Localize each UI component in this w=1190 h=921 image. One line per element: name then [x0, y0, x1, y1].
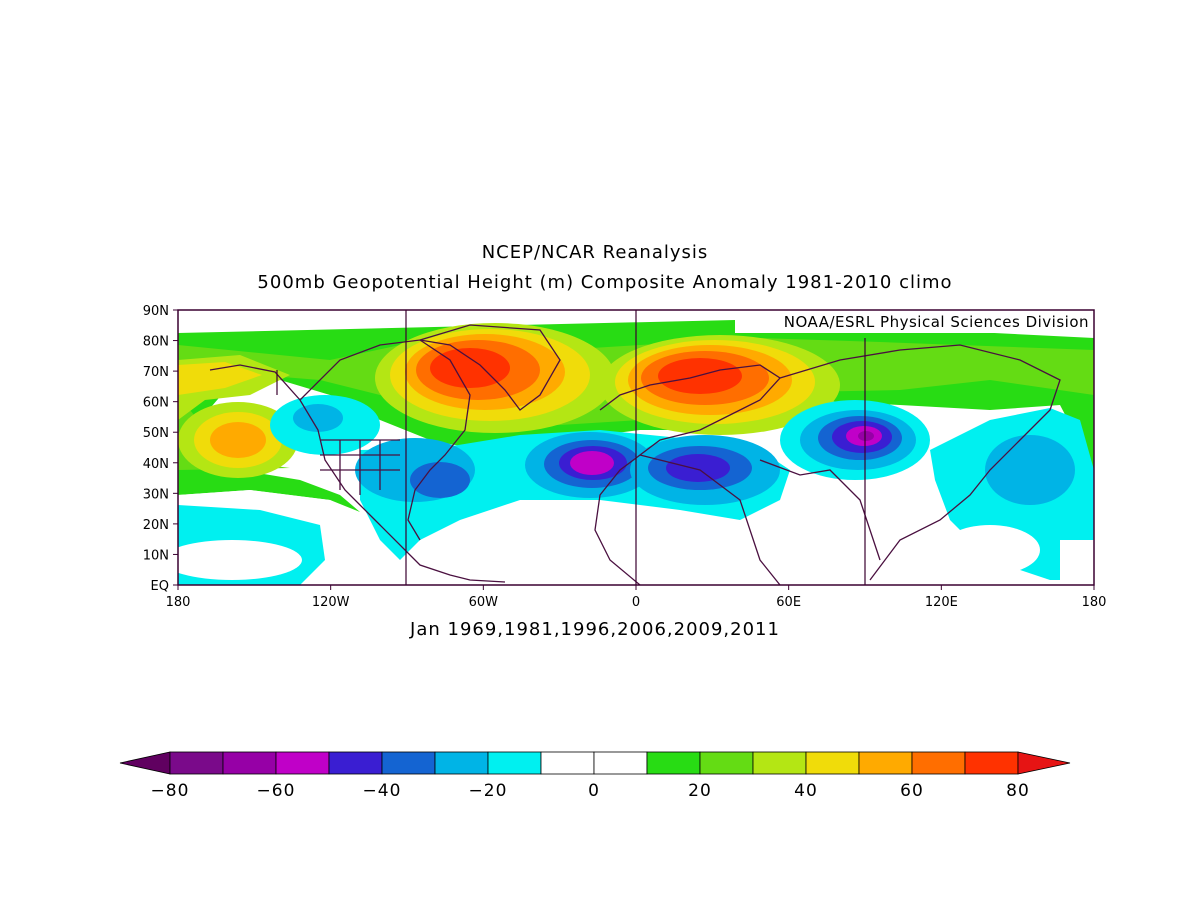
colorbar-box: [646, 751, 701, 775]
colorbar-box: [328, 751, 383, 775]
colorbar-box: [964, 751, 1019, 775]
x-tick-label: 180: [1082, 595, 1107, 610]
coastlines: [209, 324, 1061, 585]
y-tick-label: 10N: [143, 548, 169, 563]
colorbar-label: −20: [469, 781, 508, 801]
colorbar-max-arrow: [1017, 751, 1071, 775]
colorbar-label: 60: [900, 781, 924, 801]
y-tick-label: 50N: [143, 426, 169, 441]
chart-title: NCEP/NCAR Reanalysis: [481, 242, 709, 263]
colorbar-min-arrow: [119, 751, 171, 775]
y-tick-label: 60N: [143, 396, 169, 411]
reference-lines: [276, 310, 866, 585]
y-tick-label: 90N: [143, 304, 169, 319]
colorbar-box: [169, 751, 224, 775]
colorbar-labels: −80 −60 −40 −20 0 20 40 60 80: [151, 781, 1030, 801]
colorbar-box: [593, 751, 648, 775]
colorbar-label: 80: [1006, 781, 1030, 801]
colorbar-box: [752, 751, 807, 775]
x-axis: 180 120W 60W 0 60E 120E 180: [166, 585, 1107, 610]
y-tick-label: 40N: [143, 457, 169, 472]
colorbar-label: −40: [363, 781, 402, 801]
date-caption: Jan 1969,1981,1996,2006,2009,2011: [410, 619, 780, 640]
y-tick-label: 80N: [143, 335, 169, 350]
colorbar-box: [434, 751, 489, 775]
colorbar-box: [275, 751, 330, 775]
y-tick-label: EQ: [151, 579, 169, 594]
colorbar-box: [911, 751, 966, 775]
y-tick-label: 30N: [143, 487, 169, 502]
x-tick-label: 0: [632, 595, 640, 610]
colorbar-label: 20: [688, 781, 712, 801]
colorbar-box: [381, 751, 436, 775]
colorbar-label: −80: [151, 781, 190, 801]
y-tick-label: 70N: [143, 365, 169, 380]
colorbar-box: [699, 751, 754, 775]
x-tick-label: 120W: [312, 595, 350, 610]
y-tick-label: 20N: [143, 518, 169, 533]
x-tick-label: 180: [166, 595, 191, 610]
x-tick-label: 120E: [925, 595, 958, 610]
credit-label: NOAA/ESRL Physical Sciences Division: [735, 311, 1093, 333]
colorbar-box: [222, 751, 277, 775]
colorbar-box: [540, 751, 595, 775]
y-axis: EQ 10N 20N 30N 40N 50N 60N 70N 80N 90N: [143, 304, 178, 594]
chart-subtitle: 500mb Geopotential Height (m) Composite …: [257, 272, 953, 293]
colorbar-boxes: [119, 751, 1071, 775]
colorbar-label: −60: [257, 781, 296, 801]
x-tick-label: 60W: [469, 595, 499, 610]
colorbar-box: [805, 751, 860, 775]
colorbar-label: 40: [794, 781, 818, 801]
colorbar-box: [487, 751, 542, 775]
x-tick-label: 60E: [776, 595, 801, 610]
colorbar-label: 0: [588, 781, 600, 801]
colorbar-box: [858, 751, 913, 775]
